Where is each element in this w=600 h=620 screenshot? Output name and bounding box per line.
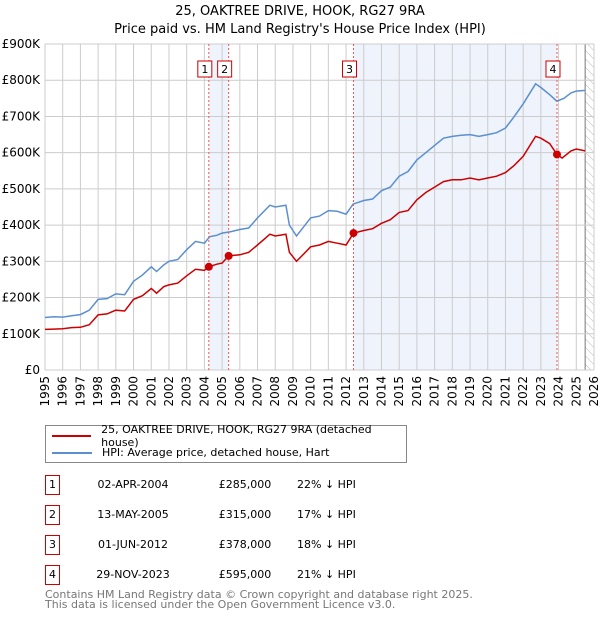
sale-marker-box — [545, 60, 561, 78]
sale-hpi-diff: 18% ↓ HPI — [297, 538, 356, 551]
x-tick-label: 2021 — [498, 376, 512, 407]
sale-date: 01-JUN-2012 — [97, 538, 169, 551]
legend-swatch-blue — [52, 451, 92, 454]
x-tick-label: 2006 — [233, 376, 247, 407]
legend: 25, OAKTREE DRIVE, HOOK, RG27 9RA (detac… — [45, 423, 407, 463]
sale-point — [349, 229, 358, 238]
sale-marker-label: 4 — [549, 63, 556, 76]
sale-price: £285,000 — [218, 478, 272, 491]
x-tick-label: 2008 — [268, 376, 282, 407]
x-tick-label: 2003 — [180, 376, 194, 407]
sale-marker-label: 2 — [221, 63, 228, 76]
sale-marker-box — [197, 60, 213, 78]
x-tick-label: 1997 — [73, 376, 87, 407]
y-tick-label: £800K — [2, 73, 42, 87]
sale-number: 3 — [45, 535, 60, 555]
x-tick-label: 2024 — [552, 376, 566, 407]
x-tick-label: 1996 — [56, 376, 70, 407]
legend-item-hpi: HPI: Average price, detached house, Hart — [46, 444, 329, 461]
x-tick-label: 2016 — [410, 376, 424, 407]
x-tick-label: 1999 — [109, 376, 123, 407]
x-tick-label: 2009 — [286, 376, 300, 407]
sale-date: 02-APR-2004 — [97, 478, 169, 491]
x-tick-label: 2023 — [534, 376, 548, 407]
sale-point — [552, 150, 561, 159]
sale-marker-label: 3 — [346, 63, 353, 76]
sale-number: 4 — [45, 565, 60, 585]
sale-date: 29-NOV-2023 — [96, 568, 170, 581]
sale-hpi-diff: 21% ↓ HPI — [297, 568, 356, 581]
x-tick-label: 1995 — [38, 376, 52, 407]
y-tick-label: £200K — [2, 291, 42, 305]
x-tick-label: 2000 — [127, 376, 141, 407]
x-tick-label: 2022 — [516, 376, 530, 407]
y-tick-label: £600K — [2, 146, 42, 160]
y-tick-label: £100K — [2, 327, 42, 341]
x-tick-label: 2012 — [339, 376, 353, 407]
x-tick-label: 2025 — [569, 376, 583, 407]
x-tick-label: 2007 — [251, 376, 265, 407]
footer: Contains HM Land Registry data © Crown c… — [45, 588, 473, 611]
y-tick-label: £900K — [2, 37, 42, 51]
sale-date: 13-MAY-2005 — [97, 508, 169, 521]
x-tick-label: 2013 — [357, 376, 371, 407]
x-tick-label: 2010 — [304, 376, 318, 407]
sale-hpi-diff: 17% ↓ HPI — [297, 508, 356, 521]
legend-label: 25, OAKTREE DRIVE, HOOK, RG27 9RA (detac… — [101, 422, 372, 449]
sale-marker-box — [217, 60, 233, 78]
x-tick-label: 1998 — [91, 376, 105, 407]
hpi-line — [44, 82, 586, 319]
table-row: 1 02-APR-2004 £285,000 22% ↓ HPI — [45, 475, 445, 495]
x-tick-label: 2020 — [481, 376, 495, 407]
legend-item-property: 25, OAKTREE DRIVE, HOOK, RG27 9RA (detac… — [46, 423, 406, 449]
x-tick-label: 2017 — [428, 376, 442, 407]
x-tick-label: 2019 — [463, 376, 477, 407]
y-tick-label: £0 — [25, 363, 40, 377]
chart-title: 25, OAKTREE DRIVE, HOOK, RG27 9RA — [175, 4, 425, 19]
y-tick-label: £300K — [2, 254, 42, 268]
sale-number: 1 — [45, 475, 60, 495]
sale-marker-box — [342, 60, 358, 78]
sale-number: 2 — [45, 505, 60, 525]
sale-point — [224, 251, 233, 260]
footer-copyright: Contains HM Land Registry data © Crown c… — [45, 588, 473, 601]
x-tick-label: 2011 — [321, 376, 335, 407]
sale-price: £595,000 — [218, 568, 272, 581]
legend-swatch-red — [52, 434, 92, 437]
price-paid-line — [44, 135, 586, 331]
sale-hpi-diff: 22% ↓ HPI — [297, 478, 356, 491]
table-row: 4 29-NOV-2023 £595,000 21% ↓ HPI — [45, 565, 445, 585]
footer-licence: This data is licensed under the Open Gov… — [45, 598, 396, 611]
y-tick-label: £500K — [2, 182, 42, 196]
x-tick-label: 2004 — [197, 376, 211, 407]
x-tick-label: 2015 — [392, 376, 406, 407]
sale-point — [204, 262, 213, 271]
sale-marker-label: 1 — [201, 63, 208, 76]
y-tick-label: £700K — [2, 109, 42, 123]
y-tick-label: £400K — [2, 218, 42, 232]
chart-subtitle: Price paid vs. HM Land Registry's House … — [114, 22, 486, 37]
shaded-period — [208, 44, 229, 370]
table-row: 2 13-MAY-2005 £315,000 17% ↓ HPI — [45, 505, 445, 525]
x-tick-label: 2018 — [445, 376, 459, 407]
legend-label: HPI: Average price, detached house, Hart — [102, 446, 330, 459]
x-tick-label: 2014 — [374, 376, 388, 407]
forecast-hatch — [585, 44, 594, 370]
sale-price: £315,000 — [218, 508, 272, 521]
x-tick-label: 2002 — [162, 376, 176, 407]
shaded-period — [353, 44, 557, 370]
x-tick-label: 2005 — [215, 376, 229, 407]
table-row: 3 01-JUN-2012 £378,000 18% ↓ HPI — [45, 535, 445, 555]
chart-title-block: 25, OAKTREE DRIVE, HOOK, RG27 9RA Price … — [0, 3, 600, 39]
sale-price: £378,000 — [218, 538, 272, 551]
x-tick-label: 2026 — [587, 376, 600, 407]
x-tick-label: 2001 — [144, 376, 158, 407]
